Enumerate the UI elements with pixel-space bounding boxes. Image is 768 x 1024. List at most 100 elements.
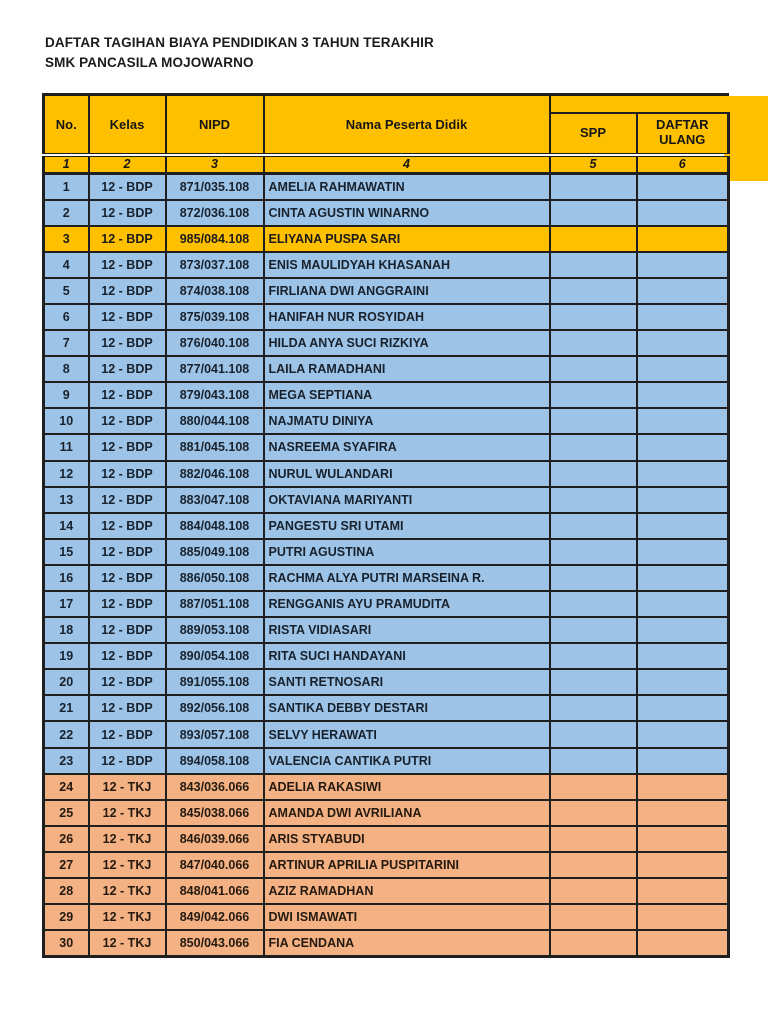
cell-nama: NURUL WULANDARI	[262, 459, 551, 488]
cell-no: 23	[42, 746, 90, 775]
cell-spp	[548, 642, 638, 671]
cell-nama: NAJMATU DINIYA	[262, 407, 551, 436]
cell-daftar-ulang	[635, 511, 730, 540]
student-row: 12 12 - BDP 882/046.108 NURUL WULANDARI	[42, 459, 730, 488]
cell-no: 16	[42, 563, 90, 593]
cell-daftar-ulang	[635, 485, 730, 514]
cell-nipd: 847/040.066	[164, 850, 265, 880]
cell-daftar-ulang	[635, 720, 730, 749]
column-number-row: 1 2 3 4 5 6	[42, 152, 730, 175]
cell-no: 12	[42, 459, 90, 488]
cell-kelas: 12 - BDP	[87, 485, 167, 514]
cell-nipd: 892/056.108	[164, 694, 265, 723]
student-row: 5 12 - BDP 874/038.108 FIRLIANA DWI ANGG…	[42, 276, 730, 305]
cell-spp	[548, 511, 638, 540]
cell-no: 7	[42, 329, 90, 358]
column-header-daftar-ulang: DAFTAR ULANG	[635, 111, 730, 156]
cell-spp	[548, 563, 638, 593]
cell-spp	[548, 302, 638, 332]
cell-daftar-ulang	[635, 537, 730, 566]
billing-table: No. Kelas NIPD Nama Peserta Didik SPP DA…	[42, 93, 730, 958]
cell-no: 3	[42, 224, 90, 253]
cell-spp	[548, 381, 638, 410]
cell-daftar-ulang	[635, 381, 730, 410]
cell-kelas: 12 - BDP	[87, 433, 167, 462]
cell-kelas: 12 - BDP	[87, 563, 167, 593]
cell-nama: RACHMA ALYA PUTRI MARSEINA R.	[262, 563, 551, 593]
cell-nama: RISTA VIDIASARI	[262, 616, 551, 645]
cell-kelas: 12 - BDP	[87, 276, 167, 305]
cell-nama: ARIS STYABUDI	[262, 824, 551, 853]
cell-nama: OKTAVIANA MARIYANTI	[262, 485, 551, 514]
cell-nama: ELIYANA PUSPA SARI	[262, 224, 551, 253]
cell-kelas: 12 - TKJ	[87, 903, 167, 932]
cell-spp	[548, 720, 638, 749]
cell-daftar-ulang	[635, 589, 730, 619]
cell-kelas: 12 - BDP	[87, 198, 167, 227]
cell-nama: FIA CENDANA	[262, 929, 551, 958]
cell-no: 9	[42, 381, 90, 410]
cell-spp	[548, 537, 638, 566]
cell-no: 25	[42, 798, 90, 827]
cell-nama: ADELIA RAKASIWI	[262, 772, 551, 801]
column-number: 1	[42, 152, 90, 175]
cell-daftar-ulang	[635, 276, 730, 305]
cell-no: 18	[42, 616, 90, 645]
cell-daftar-ulang	[635, 694, 730, 723]
cell-kelas: 12 - BDP	[87, 668, 167, 697]
cell-nama: SANTI RETNOSARI	[262, 668, 551, 697]
cell-spp	[548, 276, 638, 305]
cell-no: 8	[42, 355, 90, 384]
student-row: 11 12 - BDP 881/045.108 NASREEMA SYAFIRA	[42, 433, 730, 462]
cell-nama: CINTA AGUSTIN WINARNO	[262, 198, 551, 227]
cell-kelas: 12 - BDP	[87, 746, 167, 775]
document-title: DAFTAR TAGIHAN BIAYA PENDIDIKAN 3 TAHUN …	[45, 33, 434, 73]
cell-spp	[548, 589, 638, 619]
cell-no: 19	[42, 642, 90, 671]
cell-daftar-ulang	[635, 616, 730, 645]
cell-nama: AMANDA DWI AVRILIANA	[262, 798, 551, 827]
cell-spp	[548, 798, 638, 827]
cell-nipd: 879/043.108	[164, 381, 265, 410]
cell-spp	[548, 903, 638, 932]
cell-kelas: 12 - BDP	[87, 302, 167, 332]
cell-nipd: 872/036.108	[164, 198, 265, 227]
cell-nipd: 849/042.066	[164, 903, 265, 932]
cell-nipd: 891/055.108	[164, 668, 265, 697]
cell-spp	[548, 668, 638, 697]
cell-kelas: 12 - BDP	[87, 224, 167, 253]
student-row: 26 12 - TKJ 846/039.066 ARIS STYABUDI	[42, 824, 730, 853]
cell-daftar-ulang	[635, 824, 730, 853]
cell-spp	[548, 616, 638, 645]
cell-nipd: 886/050.108	[164, 563, 265, 593]
cell-nipd: 890/054.108	[164, 642, 265, 671]
student-row: 3 12 - BDP 985/084.108 ELIYANA PUSPA SAR…	[42, 224, 730, 253]
student-row: 21 12 - BDP 892/056.108 SANTIKA DEBBY DE…	[42, 694, 730, 723]
cell-daftar-ulang	[635, 198, 730, 227]
cell-daftar-ulang	[635, 929, 730, 958]
cell-nipd: 885/049.108	[164, 537, 265, 566]
cell-no: 28	[42, 877, 90, 906]
cell-spp	[548, 329, 638, 358]
cell-nipd: 871/035.108	[164, 172, 265, 201]
student-row: 29 12 - TKJ 849/042.066 DWI ISMAWATI	[42, 903, 730, 932]
student-row: 20 12 - BDP 891/055.108 SANTI RETNOSARI	[42, 668, 730, 697]
student-row: 30 12 - TKJ 850/043.066 FIA CENDANA	[42, 929, 730, 958]
cell-no: 6	[42, 302, 90, 332]
cell-no: 2	[42, 198, 90, 227]
student-row: 4 12 - BDP 873/037.108 ENIS MAULIDYAH KH…	[42, 250, 730, 279]
cell-daftar-ulang	[635, 772, 730, 801]
table-header: No. Kelas NIPD Nama Peserta Didik SPP DA…	[42, 93, 730, 175]
student-row: 23 12 - BDP 894/058.108 VALENCIA CANTIKA…	[42, 746, 730, 775]
cell-kelas: 12 - BDP	[87, 616, 167, 645]
student-row: 22 12 - BDP 893/057.108 SELVY HERAWATI	[42, 720, 730, 749]
cell-spp	[548, 850, 638, 880]
cell-daftar-ulang	[635, 459, 730, 488]
cell-nipd: 884/048.108	[164, 511, 265, 540]
cell-spp	[548, 746, 638, 775]
cell-daftar-ulang	[635, 903, 730, 932]
student-row: 17 12 - BDP 887/051.108 RENGGANIS AYU PR…	[42, 589, 730, 619]
cell-nama: ENIS MAULIDYAH KHASANAH	[262, 250, 551, 279]
cell-kelas: 12 - BDP	[87, 589, 167, 619]
student-row: 2 12 - BDP 872/036.108 CINTA AGUSTIN WIN…	[42, 198, 730, 227]
